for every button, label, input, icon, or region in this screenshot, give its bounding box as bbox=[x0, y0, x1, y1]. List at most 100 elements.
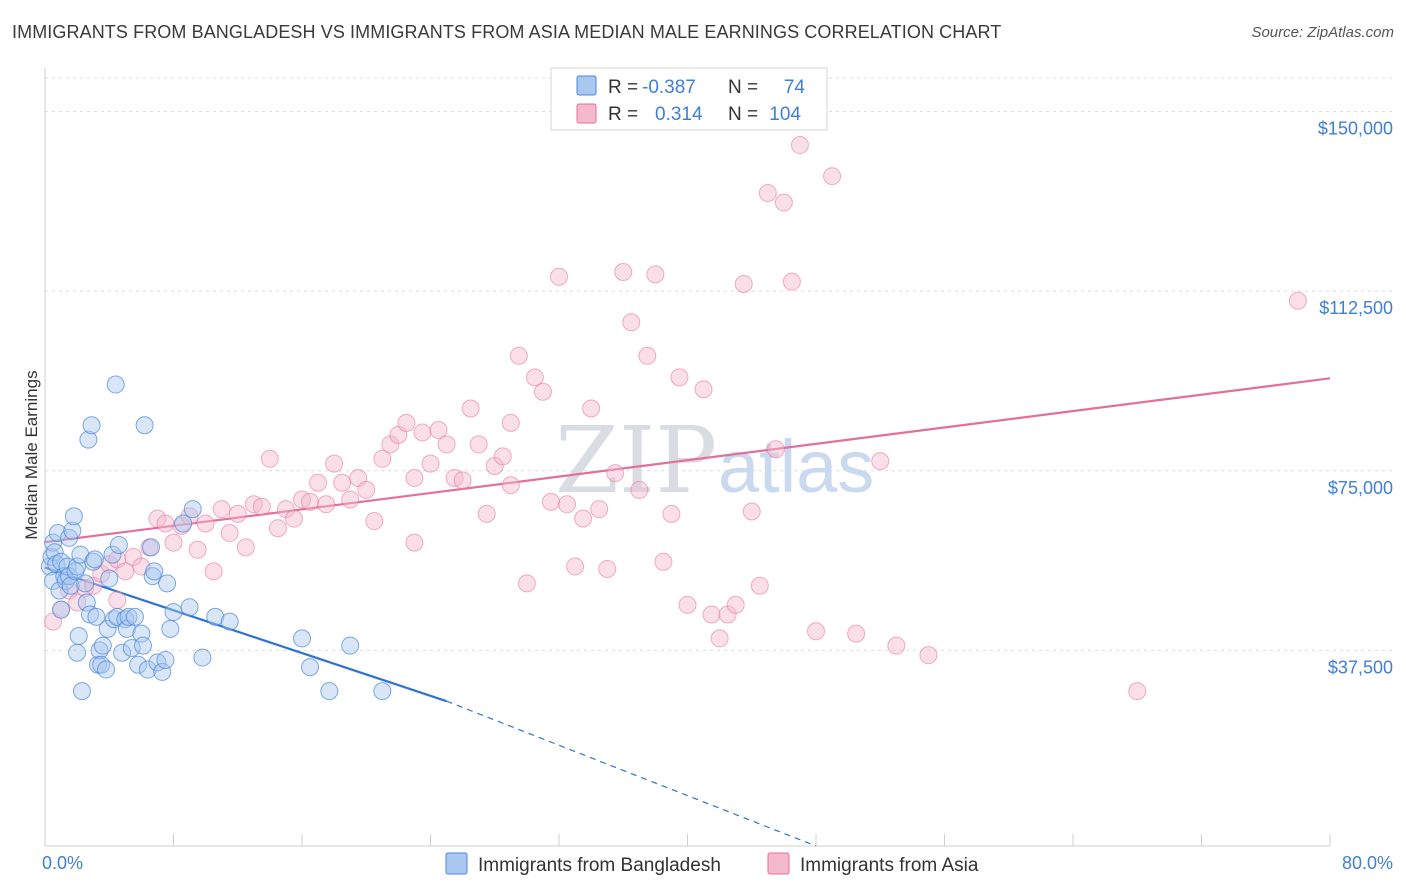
source-credit: Source: ZipAtlas.com bbox=[1251, 24, 1394, 41]
legend-swatch-bangladesh bbox=[576, 75, 597, 96]
bangladesh-point bbox=[97, 660, 116, 679]
asia-point bbox=[341, 490, 360, 509]
asia-point bbox=[630, 480, 649, 499]
bottom-legend-swatch-bangladesh bbox=[445, 852, 468, 875]
y-tick-label: $75,000 bbox=[1328, 478, 1393, 498]
bangladesh-point bbox=[153, 662, 172, 681]
asia-point bbox=[260, 449, 279, 468]
bangladesh-trend-extension bbox=[446, 700, 817, 847]
asia-point bbox=[501, 476, 520, 495]
asia-point bbox=[774, 193, 793, 212]
bangladesh-point bbox=[320, 682, 339, 701]
asia-point bbox=[670, 368, 689, 387]
bangladesh-point bbox=[293, 629, 311, 648]
bangladesh-point bbox=[161, 619, 180, 638]
bangladesh-point bbox=[113, 643, 132, 662]
asia-point bbox=[807, 622, 825, 641]
asia-point bbox=[566, 557, 585, 576]
asia-point bbox=[541, 492, 560, 511]
bangladesh-point bbox=[72, 682, 91, 701]
bangladesh-point bbox=[76, 574, 95, 593]
asia-point bbox=[405, 468, 424, 487]
bangladesh-point bbox=[100, 569, 119, 588]
legend-box bbox=[550, 67, 828, 131]
asia-point bbox=[766, 440, 785, 459]
asia-point bbox=[550, 267, 568, 286]
legend-r-value-2: 0.314 bbox=[655, 104, 703, 125]
gridlines bbox=[45, 77, 1392, 651]
bangladesh-point bbox=[68, 643, 87, 662]
asia-point bbox=[662, 504, 681, 523]
y-tick-label: $150,000 bbox=[1318, 119, 1393, 139]
legend-n-label-1: N = bbox=[728, 77, 758, 98]
asia-point bbox=[196, 514, 215, 533]
asia-point bbox=[164, 533, 183, 552]
bangladesh-point bbox=[158, 574, 177, 593]
bangladesh-point bbox=[301, 658, 320, 677]
bangladesh-point bbox=[79, 430, 98, 449]
asia-point bbox=[758, 183, 777, 202]
bangladesh-point bbox=[85, 550, 104, 569]
bangladesh-point bbox=[48, 524, 67, 543]
asia-point bbox=[919, 646, 938, 665]
asia-point bbox=[782, 272, 801, 291]
bangladesh-point bbox=[145, 562, 164, 581]
bangladesh-point bbox=[90, 641, 109, 660]
bangladesh-point bbox=[156, 650, 175, 669]
asia-point bbox=[574, 509, 593, 528]
watermark: ZIP atlas bbox=[555, 407, 874, 514]
asia-point bbox=[501, 413, 520, 432]
asia-point bbox=[790, 136, 809, 155]
asia-point bbox=[68, 593, 87, 612]
asia-point bbox=[220, 524, 239, 543]
bangladesh-point bbox=[87, 607, 106, 626]
asia-point bbox=[333, 473, 352, 492]
asia-point bbox=[646, 265, 665, 284]
bangladesh-point bbox=[122, 638, 141, 657]
bangladesh-point bbox=[92, 655, 111, 674]
legend-r-value-1: -0.387 bbox=[642, 77, 696, 98]
bangladesh-point bbox=[183, 500, 202, 519]
bangladesh-point bbox=[164, 603, 183, 622]
asia-point bbox=[517, 574, 536, 593]
asia-point bbox=[429, 421, 448, 440]
bottom-legend-label-asia: Immigrants from Asia bbox=[800, 855, 979, 876]
bangladesh-point bbox=[50, 581, 69, 600]
asia-point bbox=[108, 591, 127, 610]
legend-n-value-1: 74 bbox=[784, 77, 806, 98]
bangladesh-point bbox=[82, 416, 101, 435]
asia-point bbox=[1128, 682, 1147, 701]
bangladesh-point bbox=[193, 648, 212, 667]
asia-point bbox=[598, 559, 617, 578]
asia-point bbox=[477, 504, 496, 523]
legend-r-label-2: R = bbox=[608, 104, 638, 125]
asia-point bbox=[638, 346, 657, 365]
bangladesh-point bbox=[133, 636, 152, 655]
bangladesh-point bbox=[180, 598, 199, 617]
legend-r-label-1: R = bbox=[608, 77, 638, 98]
bottom-legend-swatch-asia bbox=[767, 852, 790, 875]
bangladesh-point bbox=[109, 536, 128, 555]
asia-point bbox=[710, 629, 729, 648]
bangladesh-point bbox=[373, 682, 392, 701]
asia-point bbox=[654, 552, 673, 571]
tick-labels: $37,500 $75,000 $112,500 $150,000 0.0% 80.0% bbox=[42, 119, 1393, 873]
bangladesh-point bbox=[103, 545, 122, 564]
bangladesh-point bbox=[93, 636, 112, 655]
asia-point bbox=[365, 512, 384, 531]
asia-point bbox=[493, 447, 512, 466]
bangladesh-point bbox=[220, 612, 239, 631]
bangladesh-point bbox=[142, 538, 161, 557]
bottom-legend-label-bangladesh: Immigrants from Bangladesh bbox=[478, 855, 721, 876]
series-legend: Immigrants from Bangladesh Immigrants fr… bbox=[445, 852, 979, 876]
asia-point bbox=[525, 368, 544, 387]
bangladesh-point bbox=[135, 416, 154, 435]
asia-point bbox=[156, 514, 175, 533]
asia-point bbox=[461, 399, 480, 418]
bangladesh-point bbox=[61, 576, 80, 595]
asia-point bbox=[453, 471, 472, 490]
asia-point bbox=[871, 452, 890, 471]
asia-point bbox=[702, 605, 721, 624]
asia-point bbox=[437, 435, 456, 454]
bangladesh-point bbox=[56, 571, 75, 590]
